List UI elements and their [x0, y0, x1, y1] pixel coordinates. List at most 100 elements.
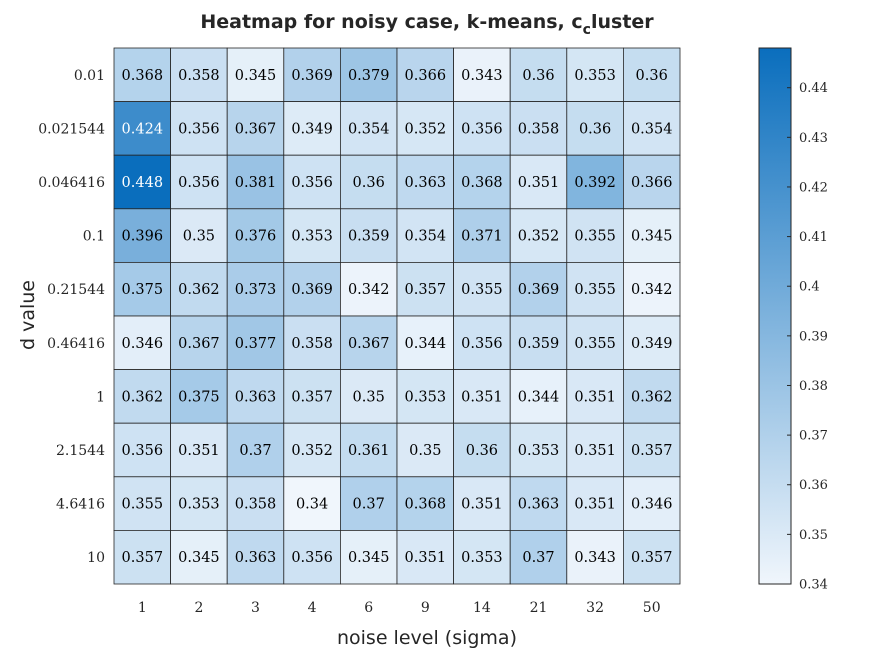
heatmap-cell: 0.369 [509, 261, 568, 317]
heatmap-cell: 0.36 [623, 47, 681, 102]
heatmap-cell-value: 0.356 [461, 336, 503, 352]
heatmap-cell-rect [283, 47, 341, 102]
heatmap-cell-value: 0.367 [235, 121, 277, 137]
heatmap-cell-value: 0.355 [574, 229, 616, 245]
heatmap-cell-rect [170, 476, 228, 531]
heatmap-cell: 0.362 [623, 369, 681, 424]
heatmap-cell: 0.346 [113, 315, 171, 370]
heatmap-cell-value: 0.36 [353, 175, 385, 191]
heatmap-cell: 0.358 [509, 101, 568, 156]
heatmap-cell: 0.369 [283, 47, 341, 102]
heatmap-cell-value: 0.35 [183, 229, 215, 245]
heatmap-cell: 0.351 [566, 369, 624, 424]
y-tick-label: 0.046416 [38, 175, 105, 191]
heatmap-cell: 0.345 [339, 530, 398, 585]
x-tick-label: 1 [138, 600, 147, 616]
heatmap-cell: 0.355 [566, 208, 624, 263]
heatmap-cell-rect [226, 422, 285, 478]
heatmap-cell-value: 0.357 [291, 389, 333, 405]
heatmap-cell-value: 0.362 [178, 282, 220, 298]
heatmap-cell-rect [339, 530, 398, 585]
heatmap-cell-value: 0.367 [348, 336, 390, 352]
heatmap-cell-rect [226, 530, 285, 585]
heatmap-cell-rect [226, 261, 285, 317]
heatmap-cell-value: 0.37 [522, 550, 554, 566]
heatmap-cell-rect [113, 154, 171, 210]
heatmap-cell-rect [566, 261, 624, 317]
heatmap-cell: 0.35 [339, 369, 398, 424]
heatmap-cell-value: 0.373 [235, 282, 277, 298]
heatmap-cell-rect [453, 101, 511, 156]
heatmap-cell-rect [453, 530, 511, 585]
colorbar-tick-label: 0.38 [799, 379, 828, 394]
heatmap-cell: 0.357 [113, 530, 171, 585]
heatmap-cell-value: 0.366 [405, 68, 447, 84]
heatmap-cell: 0.353 [566, 47, 624, 102]
heatmap-cell-value: 0.396 [122, 229, 164, 245]
heatmap-cell: 0.36 [453, 422, 511, 478]
heatmap-cell: 0.35 [396, 422, 454, 478]
heatmap-cell: 0.357 [396, 261, 454, 317]
heatmap-cell-rect [566, 530, 624, 585]
heatmap-cell-rect [226, 315, 285, 370]
heatmap-cell: 0.351 [566, 422, 624, 478]
heatmap-cell-value: 0.369 [291, 68, 333, 84]
heatmap-cell: 0.367 [226, 101, 285, 156]
heatmap-cell: 0.373 [226, 261, 285, 317]
heatmap-cell: 0.37 [226, 422, 285, 478]
heatmap-cell-value: 0.354 [631, 121, 673, 137]
heatmap-cell-value: 0.376 [235, 229, 277, 245]
heatmap-cell: 0.353 [509, 422, 568, 478]
heatmap-cell: 0.356 [113, 422, 171, 478]
heatmap-cell-value: 0.358 [178, 68, 220, 84]
heatmap-cell-rect [226, 154, 285, 210]
heatmap-cell: 0.352 [396, 101, 454, 156]
heatmap-cell-value: 0.353 [574, 68, 616, 84]
heatmap-cell: 0.343 [453, 47, 511, 102]
heatmap-cell-rect [453, 154, 511, 210]
heatmap-cell-rect [566, 101, 624, 156]
heatmap-cell-value: 0.35 [353, 389, 385, 405]
heatmap-cell-rect [623, 261, 681, 317]
x-tick-label: 9 [421, 600, 430, 616]
heatmap-cell-rect [509, 208, 568, 263]
y-tick-label: 0.021544 [38, 121, 105, 137]
heatmap-cell-value: 0.377 [235, 336, 277, 352]
heatmap-cell-value: 0.37 [239, 443, 271, 459]
title-main: Heatmap for noisy case, k-means, c [200, 11, 582, 33]
heatmap-cell-rect [113, 315, 171, 370]
heatmap-cell: 0.367 [339, 315, 398, 370]
heatmap-cell-value: 0.353 [178, 497, 220, 513]
heatmap-cell-value: 0.351 [461, 389, 503, 405]
heatmap-cell-rect [566, 422, 624, 478]
heatmap-cell: 0.355 [566, 261, 624, 317]
heatmap-cell-value: 0.342 [348, 282, 390, 298]
heatmap-cell-value: 0.353 [405, 389, 447, 405]
heatmap-cell-value: 0.356 [291, 550, 333, 566]
heatmap-cell-rect [113, 530, 171, 585]
heatmap-cell-value: 0.355 [574, 282, 616, 298]
heatmap-cell-value: 0.448 [122, 175, 164, 191]
heatmap-cell-rect [566, 154, 624, 210]
heatmap-cell-rect [113, 476, 171, 531]
heatmap-cell-rect [170, 261, 228, 317]
heatmap-cell-value: 0.357 [405, 282, 447, 298]
heatmap-cell-value: 0.351 [518, 175, 560, 191]
heatmap-cell: 0.361 [339, 422, 398, 478]
heatmap-cell-rect [623, 476, 681, 531]
heatmap-cell-value: 0.351 [574, 443, 616, 459]
heatmap-cell: 0.351 [453, 476, 511, 531]
heatmap-cell: 0.376 [226, 208, 285, 263]
heatmap-cell-rect [453, 476, 511, 531]
heatmap-cell: 0.366 [623, 154, 681, 210]
heatmap-cell-value: 0.344 [405, 336, 447, 352]
heatmap-cell: 0.392 [566, 154, 624, 210]
heatmap-cell: 0.368 [453, 154, 511, 210]
x-tick-labels: 1 2 3 4 6 9 14 21 32 50 [138, 600, 661, 616]
heatmap-cell-value: 0.368 [461, 175, 503, 191]
heatmap-cell-value: 0.379 [348, 68, 390, 84]
heatmap-cell-rect [283, 369, 341, 424]
heatmap-cell: 0.359 [339, 208, 398, 263]
chart-title: Heatmap for noisy case, k-means, ccluste… [200, 11, 654, 38]
heatmap-cell-rect [396, 315, 454, 370]
